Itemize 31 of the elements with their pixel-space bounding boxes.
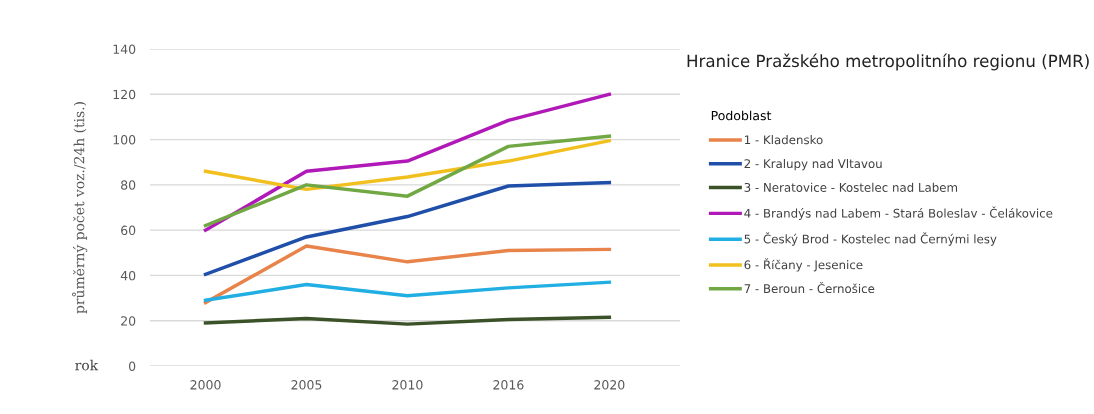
y-tick-label: 60	[121, 225, 136, 236]
y-tick-label: 0	[128, 361, 136, 371]
x-tick-label: 2005	[291, 380, 322, 390]
y-tick-label: 20	[121, 316, 136, 326]
line-series	[203, 134, 612, 228]
legend-label: 3 - Neratovice - Kostelec nad Labem	[744, 182, 958, 192]
legend-label: 1 - Kladensko	[744, 135, 823, 145]
y-tick-label: 80	[121, 180, 136, 190]
x-tick-label: 2016	[493, 380, 524, 390]
legend-label: 4 - Brandýs nad Labem - Stará Boleslav - Čelákovice	[744, 206, 1053, 220]
x-axis-title: rok	[75, 359, 99, 371]
y-tick-label: 40	[120, 270, 136, 281]
line-series	[203, 92, 612, 232]
x-tick-label: 2010	[392, 380, 423, 390]
line-series	[203, 280, 612, 303]
legend-label: 6 - Říčany - Jesenice	[744, 258, 863, 272]
y-tick-label: 120	[113, 89, 136, 100]
legend-label: 5 - Český Brod - Kostelec nad Černými lesy	[744, 232, 997, 246]
y-axis-title: průměrný počet voz./24h (tis.)	[72, 102, 88, 314]
legend-title: Podoblast	[711, 110, 772, 121]
y-tick-label: 140	[113, 44, 136, 54]
legend-label: 2 - Kralupy nad Vltavou	[744, 158, 882, 171]
line-series	[203, 315, 612, 326]
line-series	[203, 244, 612, 305]
line-series	[203, 180, 612, 277]
x-tick-label: 2020	[594, 380, 625, 390]
x-tick-label: 2000	[190, 380, 221, 390]
line-series	[203, 138, 612, 192]
text: Hranice Pražského metropolitního regionu (PMR)	[687, 53, 1089, 71]
y-tick-label: 100	[113, 135, 136, 145]
legend-label: 7 - Beroun - Černošice	[744, 281, 875, 294]
